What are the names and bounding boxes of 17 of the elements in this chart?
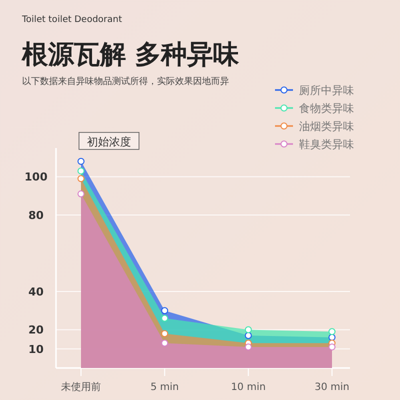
y-tick-label: 40 <box>28 285 44 298</box>
x-tick-label: 5 min <box>150 382 179 393</box>
text: Toilet toilet Deodorant <box>21 15 122 25</box>
legend-label: 油烟类异味 <box>299 120 354 133</box>
y-tick-label: 80 <box>28 208 44 222</box>
legend-label: 厕所中异味 <box>299 84 354 97</box>
chart-title: 根源瓦解 多种异味 <box>21 40 240 70</box>
y-tick-label: 100 <box>24 170 48 184</box>
chart-subtitle: 以下数据来自异味物品测试所得，实际效果因地而异 <box>22 76 229 87</box>
legend-label: 食物类异味 <box>299 102 354 115</box>
x-tick-label: 10 min <box>230 382 266 393</box>
x-tick-label: 30 min <box>314 382 350 393</box>
y-tick-label: 10 <box>28 342 44 356</box>
y-tick-label: 20 <box>28 324 44 337</box>
legend-label: 鞋臭类异味 <box>299 138 354 151</box>
x-tick-label: 未使用前 <box>61 381 101 393</box>
annotation: 初始浓度 <box>87 135 131 148</box>
